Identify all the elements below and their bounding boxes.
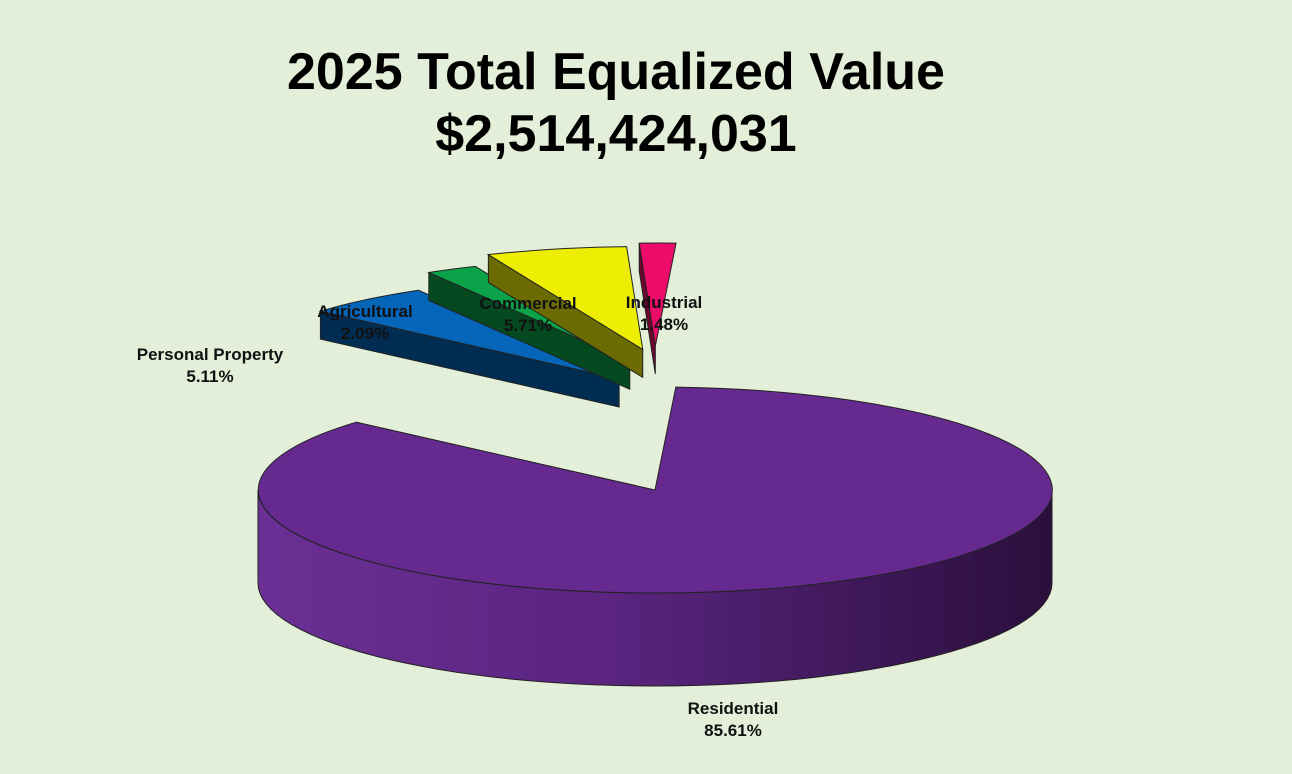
- pie-slice-industrial: [638, 242, 677, 347]
- label-residential: Residential: [688, 699, 779, 718]
- pie-sides: [257, 242, 1053, 687]
- chart-subtitle: $2,514,424,031: [435, 105, 797, 163]
- label-personal-property: Personal Property: [137, 345, 284, 364]
- value-personal-property: 5.11%: [186, 367, 233, 386]
- value-agricultural: 2.09%: [341, 324, 389, 343]
- label-agricultural: Agricultural: [317, 302, 412, 321]
- pie-slice-personal-property: [318, 289, 620, 380]
- pie-tops: [257, 386, 1053, 594]
- chart-title: 2025 Total Equalized Value: [287, 43, 945, 101]
- pie-slice-residential: [257, 386, 1053, 594]
- pie-slice-commercial: [486, 246, 644, 351]
- value-residential: 85.61%: [704, 721, 762, 740]
- label-commercial: Commercial: [479, 294, 576, 313]
- label-industrial: Industrial: [626, 293, 703, 312]
- value-commercial: 5.71%: [504, 316, 552, 335]
- value-industrial: 1.48%: [640, 315, 688, 334]
- pie-labels: Residential 85.61% Personal Property 5.11% A…: [137, 293, 779, 740]
